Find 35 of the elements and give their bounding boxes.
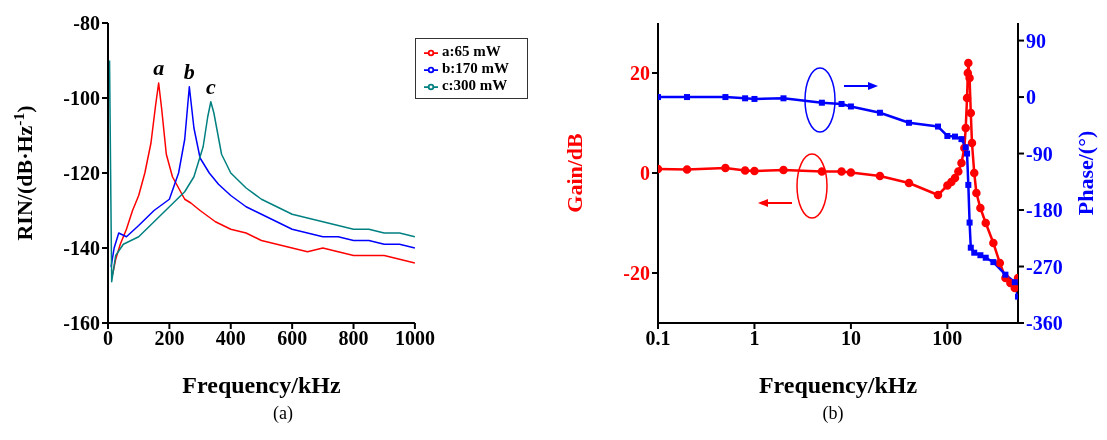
annotation: b [183,58,195,84]
x-tick-label: 200 [154,327,185,350]
y2-tick-label: 90 [1026,29,1046,52]
x-tick-label: 800 [338,327,369,350]
y2-tick-label: -180 [1026,199,1063,222]
y-tick-label: -80 [73,12,100,35]
y2-tick-label: 0 [1026,86,1036,109]
annotation: c [205,73,216,99]
x-tick-label: 0.1 [645,327,671,350]
y2-tick-label: -360 [1026,312,1063,335]
y2-tick-label: -270 [1026,255,1063,278]
y2-tick-label: -90 [1026,142,1053,165]
y-tick-label: 0 [640,162,650,185]
text: (a) [272,403,294,424]
x-tick-label: 600 [277,327,308,350]
x-tick-label: 1 [749,327,760,350]
legend-label: a:65 mW [441,43,501,59]
x-axis-title: Frequency/kHz [182,372,341,398]
y-tick-label: -120 [63,162,100,185]
x-tick-label: 100 [932,327,963,350]
x-axis-title: Frequency/kHz [758,372,918,398]
legend-label: b:170 mW [441,60,509,76]
y-tick-label: -160 [63,312,100,335]
x-tick-label: 400 [215,327,246,350]
y-axis-title: Gain/dB [562,132,587,213]
y-tick-label: -140 [63,237,100,260]
legend-label: c:300 mW [441,77,508,93]
x-tick-label: 10 [840,327,861,350]
y2-axis-title: Phase/(°) [1073,130,1098,216]
x-tick-label: 1000 [394,327,435,350]
text: (b) [821,403,845,424]
y-tick-label: 20 [630,62,650,85]
annotation: a [153,55,165,80]
y-tick-label: -20 [623,262,650,285]
y-tick-label: -100 [63,87,100,110]
